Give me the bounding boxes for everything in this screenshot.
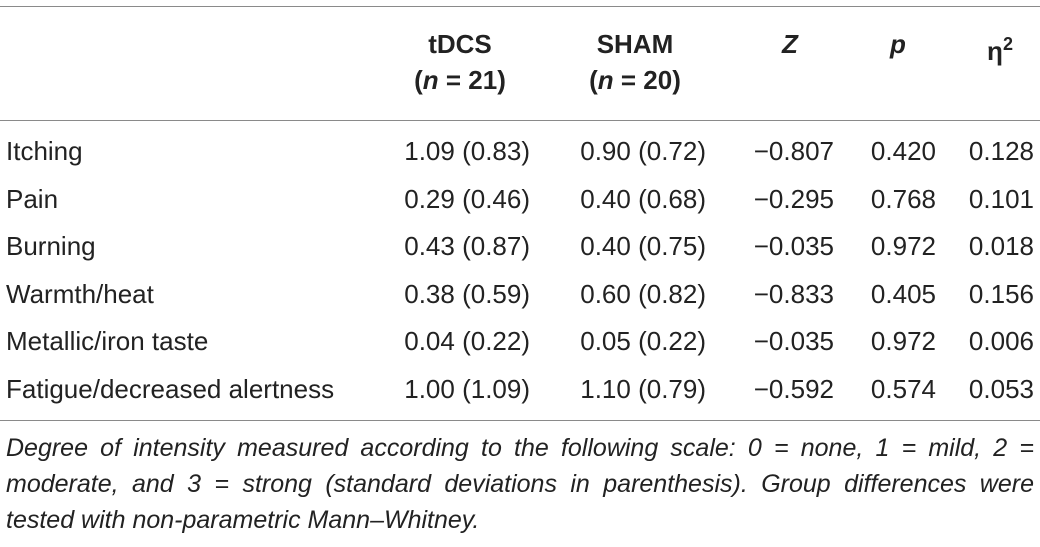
cell-z: −0.592 [753,373,834,404]
cell-z: −0.833 [753,278,834,309]
cell-p: 0.972 [870,326,936,356]
cell-p: 0.768 [870,183,936,214]
cell-label: Warmth/heat [6,278,154,309]
cell-label: Fatigue/decreased alertness [6,373,335,404]
cell-eta: 0.156 [968,278,1034,309]
cell-z: −0.035 [753,326,834,356]
cell-label: Itching [6,136,83,166]
top-rule [0,6,1040,7]
cell-p: 0.972 [870,231,936,261]
cell-z: −0.035 [753,231,834,261]
header-p: p [890,29,906,59]
cell-z: −0.295 [753,183,834,214]
cell-tdcs: 0.29 (0.46) [404,183,530,214]
cell-eta: 0.101 [968,183,1034,214]
header-rule [0,120,1040,121]
cell-label: Metallic/iron taste [6,326,209,356]
table-row: Burning 0.43 (0.87) 0.40 (0.75) −0.035 0.972… [0,223,1040,270]
cell-sham: 0.60 (0.82) [580,278,706,309]
cell-tdcs: 0.43 (0.87) [404,231,530,261]
cell-p: 0.420 [870,136,936,166]
header-tdcs-n: (n = 21) [414,65,506,95]
header-sham: SHAM (n = 20) [555,26,715,98]
header-sham-n: (n = 20) [589,65,681,95]
cell-eta: 0.128 [968,136,1034,166]
cell-sham: 0.90 (0.72) [580,136,706,166]
cell-eta: 0.018 [968,231,1034,261]
cell-sham: 0.40 (0.75) [580,231,706,261]
cell-tdcs: 0.04 (0.22) [404,326,530,356]
table-footnote: Degree of intensity measured according t… [6,434,1034,534]
cell-label: Pain [6,183,59,214]
cell-sham: 0.40 (0.68) [580,183,706,214]
cell-eta: 0.053 [968,373,1034,404]
cell-label: Burning [6,231,96,261]
table-row: Warmth/heat 0.38 (0.59) 0.60 (0.82) −0.833 0… [0,271,1040,318]
table-row: Itching 1.09 (0.83) 0.90 (0.72) −0.807 0.420… [0,128,1040,175]
table-row: Fatigue/decreased alertness 1.00 (1.09) 1.… [0,366,1040,413]
bottom-rule [0,420,1040,421]
cell-p: 0.574 [870,373,936,404]
header-eta-squared: η2 [960,26,1040,69]
header-tdcs-label: tDCS [428,29,492,59]
header-sham-label: SHAM [596,29,674,59]
cell-p: 0.405 [870,278,936,309]
header-eta-symbol: η [987,36,1003,66]
header-z: Z [782,29,798,59]
cell-tdcs: 0.38 (0.59) [404,278,530,309]
cell-sham: 1.10 (0.79) [580,373,706,404]
cell-z: −0.807 [753,136,834,166]
header-eta-superscript: 2 [1002,34,1013,54]
cell-tdcs: 1.00 (1.09) [404,373,530,404]
table-row: Metallic/iron taste 0.04 (0.22) 0.05 (0.22… [0,318,1040,365]
header-tdcs: tDCS (n = 21) [380,26,540,98]
cell-tdcs: 1.09 (0.83) [404,136,530,166]
cell-eta: 0.006 [968,326,1034,356]
cell-sham: 0.05 (0.22) [580,326,706,356]
table-row: Pain 0.29 (0.46) 0.40 (0.68) −0.295 0.768 0.1… [0,176,1040,223]
